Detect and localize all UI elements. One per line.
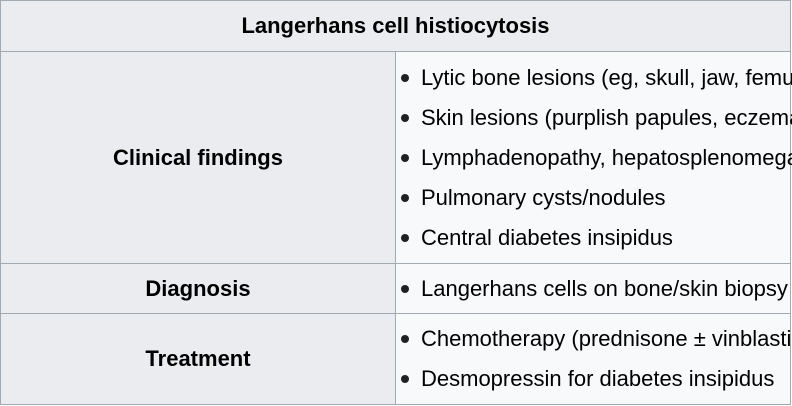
row-items-treatment: Chemotherapy (prednisone ± vinblastine) … bbox=[395, 313, 792, 405]
list-item: Lytic bone lesions (eg, skull, jaw, femu… bbox=[396, 58, 792, 98]
title-row: Langerhans cell histiocytosis bbox=[0, 0, 791, 52]
clinical-findings-list: Lytic bone lesions (eg, skull, jaw, femu… bbox=[396, 58, 792, 258]
row-label-clinical-findings: Clinical findings bbox=[0, 51, 396, 264]
list-item-text: Desmopressin for diabetes insipidus bbox=[421, 366, 775, 391]
row-label-diagnosis: Diagnosis bbox=[0, 263, 396, 314]
list-item: Langerhans cells on bone/skin biopsy bbox=[396, 269, 790, 309]
bullet-icon bbox=[401, 284, 409, 293]
list-item-text: Central diabetes insipidus bbox=[421, 224, 673, 250]
list-item-text: Lytic bone lesions (eg, skull, jaw, femu… bbox=[421, 64, 792, 90]
bullet-icon bbox=[401, 73, 409, 82]
list-item: Chemotherapy (prednisone ± vinblastine) bbox=[396, 319, 792, 359]
list-item-text: Skin lesions (purplish papules, eczemato… bbox=[421, 104, 792, 130]
table-row-clinical-findings: Clinical findings Lytic bone lesions (eg… bbox=[0, 51, 792, 264]
diagnosis-list: Langerhans cells on bone/skin biopsy bbox=[396, 269, 790, 309]
list-item-text: Chemotherapy (prednisone ± vinblastine) bbox=[421, 326, 792, 351]
bullet-icon bbox=[401, 193, 409, 202]
list-item: Lymphadenopathy, hepatosplenomegaly bbox=[396, 138, 792, 178]
bullet-icon bbox=[401, 113, 409, 122]
bullet-icon bbox=[401, 233, 409, 242]
list-item: Desmopressin for diabetes insipidus bbox=[396, 359, 790, 399]
list-item: Skin lesions (purplish papules, eczemato… bbox=[396, 98, 792, 138]
bullet-icon bbox=[401, 335, 409, 343]
list-item-text: Pulmonary cysts/nodules bbox=[421, 184, 666, 210]
row-items-clinical-findings: Lytic bone lesions (eg, skull, jaw, femu… bbox=[395, 51, 792, 264]
list-item-text: Lymphadenopathy, hepatosplenomegaly bbox=[421, 144, 792, 170]
list-item: Pulmonary cysts/nodules bbox=[396, 178, 790, 218]
row-items-diagnosis: Langerhans cells on bone/skin biopsy bbox=[395, 263, 791, 314]
table-row-diagnosis: Diagnosis Langerhans cells on bone/skin … bbox=[0, 263, 791, 314]
bullet-icon bbox=[401, 153, 409, 162]
list-item-text: Langerhans cells on bone/skin biopsy bbox=[421, 275, 788, 301]
bullet-icon bbox=[401, 375, 409, 383]
table-row-treatment: Treatment Chemotherapy (prednisone ± vin… bbox=[0, 313, 792, 405]
treatment-list: Chemotherapy (prednisone ± vinblastine) … bbox=[396, 319, 792, 399]
list-item: Central diabetes insipidus bbox=[396, 218, 790, 258]
row-label-treatment: Treatment bbox=[0, 313, 396, 405]
table-title: Langerhans cell histiocytosis bbox=[0, 0, 791, 52]
